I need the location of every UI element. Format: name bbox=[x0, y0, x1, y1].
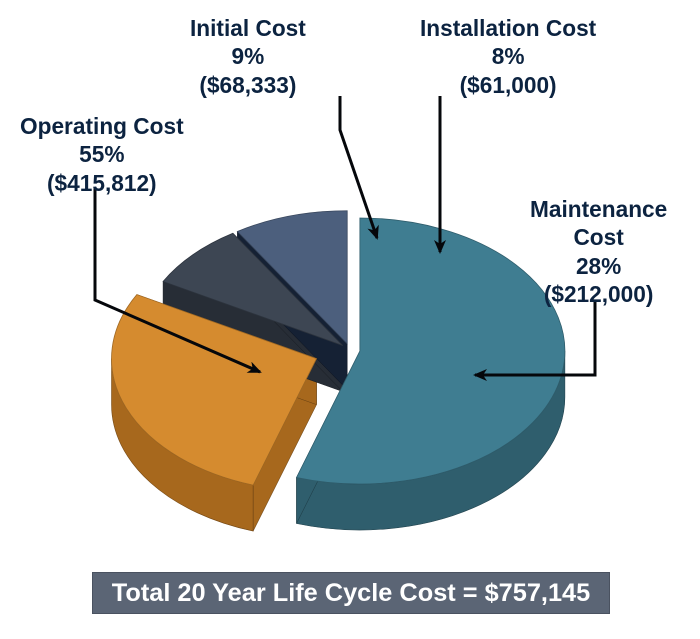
label-maintenance: Maintenance Cost 28% ($212,000) bbox=[530, 195, 667, 308]
label-initial: Initial Cost 9% ($68,333) bbox=[190, 14, 306, 99]
footer-total-bar: Total 20 Year Life Cycle Cost = $757,145 bbox=[92, 572, 610, 614]
label-operating: Operating Cost 55% ($415,812) bbox=[20, 112, 184, 197]
label-installation: Installation Cost 8% ($61,000) bbox=[420, 14, 596, 99]
footer-total-text: Total 20 Year Life Cycle Cost = $757,145 bbox=[112, 579, 590, 608]
chart-stage: Operating Cost 55% ($415,812) Maintenance… bbox=[0, 0, 700, 639]
